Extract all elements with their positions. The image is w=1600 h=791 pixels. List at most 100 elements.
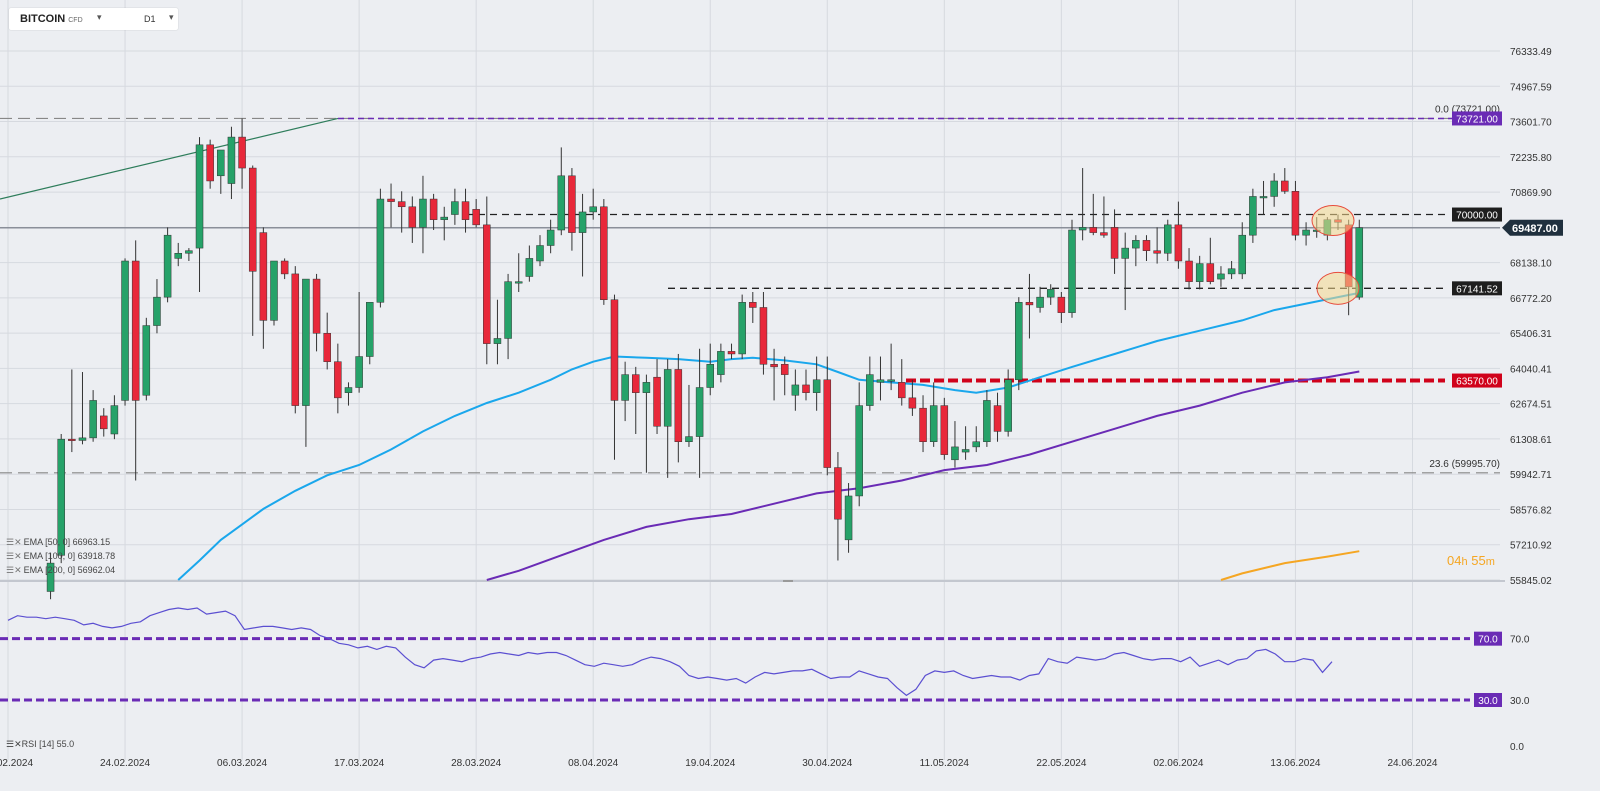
candle-bearish xyxy=(919,407,927,442)
candle-bullish xyxy=(525,258,534,277)
candle-bullish xyxy=(983,400,991,442)
symbol-dropdown-icon[interactable]: ▾ xyxy=(97,12,102,22)
candle-bullish xyxy=(929,405,938,442)
candle-bullish xyxy=(195,144,204,249)
date-tick-label: 28.03.2024 xyxy=(451,758,501,769)
candle-bullish xyxy=(1217,273,1225,280)
candle-bearish xyxy=(1291,191,1300,236)
candle-bullish xyxy=(174,253,182,259)
highlight-ellipse-top xyxy=(1311,205,1355,237)
candle-bullish xyxy=(621,374,629,401)
candle-bearish xyxy=(1110,227,1119,259)
candle-bearish xyxy=(312,278,321,334)
settings-icon[interactable]: ☰✕ xyxy=(6,537,22,547)
rsi-tick-label: 30.0 xyxy=(1510,696,1530,707)
candle-bullish xyxy=(663,369,672,427)
price-tick-label: 57210.92 xyxy=(1510,541,1552,552)
candle-bullish xyxy=(376,198,385,303)
candle-bearish xyxy=(206,144,214,182)
settings-icon[interactable]: ☰✕ xyxy=(6,739,22,749)
candle-bullish xyxy=(46,562,55,592)
symbol-toolbar[interactable]: BITCOIN CFD ▾ D1 ▾ xyxy=(9,8,178,30)
candle-bearish xyxy=(780,364,789,375)
candle-bullish xyxy=(1132,240,1140,249)
settings-icon[interactable]: ☰✕ xyxy=(6,565,22,575)
price-tag-label: 63570.00 xyxy=(1456,377,1498,388)
date-tick-label: 24.06.2024 xyxy=(1387,758,1437,769)
price-tick-label: 76333.49 xyxy=(1510,47,1552,58)
symbol-type: CFD xyxy=(68,17,83,24)
candle-bullish xyxy=(440,216,448,220)
price-tick-label: 55845.02 xyxy=(1510,576,1552,587)
candle-bearish xyxy=(1057,296,1066,313)
candle-bearish xyxy=(1174,224,1183,262)
candle-bullish xyxy=(695,387,704,437)
candle-bullish xyxy=(855,405,863,497)
ema100-legend[interactable]: ☰✕ EMA [100, 0] 63918.78 xyxy=(6,551,115,562)
price-tag xyxy=(1452,281,1502,296)
candle-bearish xyxy=(653,376,661,427)
candle-bearish xyxy=(600,206,608,300)
date-tick-label: 06.03.2024 xyxy=(217,758,267,769)
timeframe-label[interactable]: D1 xyxy=(144,14,156,24)
candle-bearish xyxy=(259,232,268,321)
candle-bullish xyxy=(57,438,65,556)
candle-bullish xyxy=(419,198,427,228)
price-tick-label: 73601.70 xyxy=(1510,118,1552,129)
rsi-legend-text: RSI [14] 55.0 xyxy=(21,739,75,749)
candle-bullish xyxy=(717,351,725,375)
candle-bullish xyxy=(546,229,555,246)
candle-bullish xyxy=(163,234,172,298)
ema200-legend[interactable]: ☰✕ EMA [200, 0] 56962.04 xyxy=(6,565,115,576)
candle-countdown: 04h 55m xyxy=(1447,553,1495,568)
price-tick-label: 74967.59 xyxy=(1510,82,1552,93)
ema50-legend-text: EMA [50, 0] 66963.15 xyxy=(23,537,111,547)
candle-bullish xyxy=(366,302,374,357)
rsi-level-tag xyxy=(1474,693,1502,707)
candle-bullish xyxy=(270,260,278,321)
candle-bearish xyxy=(759,307,768,365)
timer-minutes-unit: m xyxy=(1485,556,1495,568)
candle-bullish xyxy=(1015,302,1023,381)
candle-bearish xyxy=(238,136,246,169)
candle-bullish xyxy=(844,495,853,541)
fib-level-label: 0.0 (73721.00) xyxy=(1435,104,1500,115)
rsi-tick-label: 0.0 xyxy=(1510,742,1524,753)
candle-bearish xyxy=(568,175,576,233)
rsi-legend[interactable]: ☰✕RSI [14] 55.0 xyxy=(6,739,74,750)
date-tick-label: 08.04.2024 xyxy=(568,758,618,769)
candle-bullish xyxy=(227,136,236,184)
settings-icon[interactable]: ☰✕ xyxy=(6,551,22,561)
candle-bullish xyxy=(1046,289,1055,298)
candle-bullish xyxy=(493,338,502,344)
candle-bearish xyxy=(993,405,1002,432)
candle-bullish xyxy=(972,441,980,448)
candle-bearish xyxy=(397,201,406,208)
candle-bearish xyxy=(68,438,76,441)
candle-bullish xyxy=(344,387,353,393)
price-tag xyxy=(1452,207,1502,222)
candle-bullish xyxy=(812,379,821,393)
candle-bullish xyxy=(706,364,714,388)
candle-bullish xyxy=(1355,227,1364,298)
candle-bullish xyxy=(1004,379,1012,432)
candle-bearish xyxy=(334,361,342,399)
symbol-name[interactable]: BITCOIN CFD xyxy=(20,13,83,25)
candle-bullish xyxy=(589,206,597,213)
trend-line xyxy=(0,117,339,200)
ema50-legend[interactable]: ☰✕ EMA [50, 0] 66963.15 xyxy=(6,537,110,548)
ema200-line xyxy=(1220,550,1360,581)
price-tick-label: 61308.61 xyxy=(1510,435,1552,446)
candle-bullish xyxy=(110,405,119,435)
candle-bullish xyxy=(142,325,151,396)
candle-bearish xyxy=(323,333,331,362)
price-tick-label: 66772.20 xyxy=(1510,294,1552,305)
rsi-level-tag-label: 30.0 xyxy=(1478,696,1498,707)
candle-bullish xyxy=(504,281,512,339)
candle-bearish xyxy=(280,260,289,275)
timeframe-dropdown-icon[interactable]: ▾ xyxy=(169,12,174,22)
candle-bullish xyxy=(1078,227,1087,231)
candle-bullish xyxy=(514,281,523,284)
